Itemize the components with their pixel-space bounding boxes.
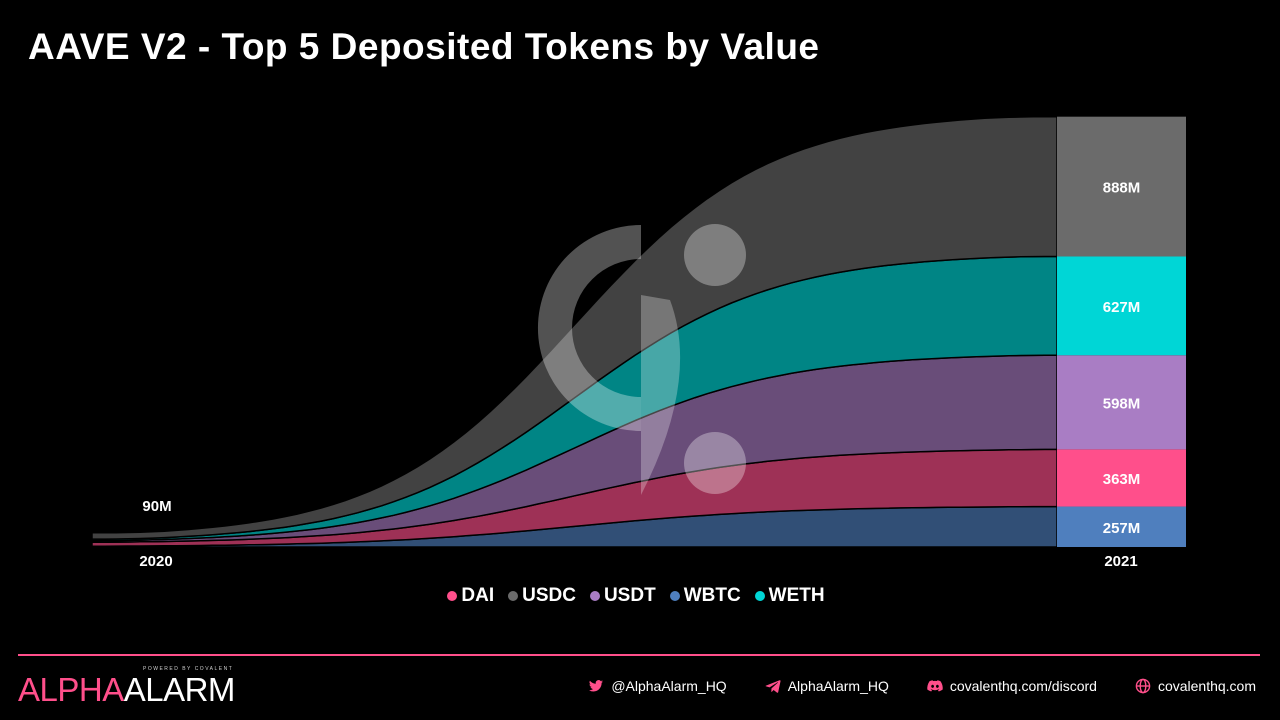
end-bar-weth <box>1057 256 1186 356</box>
x-tick-end: 2021 <box>1104 553 1137 570</box>
end-bar-layer <box>1057 116 1186 547</box>
legend-item-dai[interactable]: DAI <box>447 585 494 607</box>
discord-url: covalenthq.com/discord <box>949 678 1097 694</box>
brand-alarm-text: ALARM <box>123 671 236 708</box>
x-tick-start: 2020 <box>139 553 172 570</box>
legend-label-dai: DAI <box>461 585 495 606</box>
end-label-wbtc: 257M <box>1103 520 1141 537</box>
legend-label-wbtc: WBTC <box>683 585 741 606</box>
logo-dot-bottom <box>684 432 746 494</box>
legend-item-weth[interactable]: WETH <box>754 585 825 607</box>
end-bar-dai <box>1057 449 1186 507</box>
twitter-link[interactable]: @AlphaAlarm_HQ <box>588 678 727 694</box>
telegram-handle: AlphaAlarm_HQ <box>787 678 889 694</box>
brand-alpha-text: ALPHA <box>18 671 124 708</box>
footer-divider <box>18 654 1260 656</box>
logo-ring <box>537 224 641 431</box>
end-label-dai: 363M <box>1103 471 1141 488</box>
end-bar-usdt <box>1057 355 1186 450</box>
watermark-logo <box>537 224 746 495</box>
twitter-handle: @AlphaAlarm_HQ <box>611 678 727 694</box>
chart-title: AAVE V2 - Top 5 Deposited Tokens by Valu… <box>28 26 820 67</box>
logo-dot-top <box>684 224 746 286</box>
end-label-usdc: 888M <box>1103 180 1141 197</box>
alpha-alarm-logo: ALPHA ALARM POWERED BY COVALENT <box>18 666 235 706</box>
telegram-icon <box>765 680 781 693</box>
website-link[interactable]: covalenthq.com <box>1135 678 1256 694</box>
end-label-weth: 627M <box>1103 299 1141 316</box>
twitter-icon <box>589 680 604 692</box>
footer-links: @AlphaAlarm_HQ AlphaAlarm_HQ covalenthq.… <box>588 678 1256 694</box>
legend-dot-dai <box>447 591 458 601</box>
label-layer: 888M 627M 598M 363M 257M 90M 2020 2021 <box>139 180 1140 570</box>
legend-item-usdc[interactable]: USDC <box>508 585 576 607</box>
legend-dot-usdt <box>589 591 600 601</box>
discord-link[interactable]: covalenthq.com/discord <box>927 678 1097 694</box>
brand-powered-text: POWERED BY COVALENT <box>143 666 234 672</box>
legend-item-wbtc[interactable]: WBTC <box>669 585 741 607</box>
legend-dot-weth <box>754 591 765 601</box>
website-url: covalenthq.com <box>1157 678 1256 694</box>
logo-wedge <box>641 295 681 495</box>
chart-legend: DAI USDC USDT WBTC WETH <box>0 585 1272 607</box>
globe-icon <box>1135 678 1151 694</box>
legend-dot-usdc <box>508 591 519 601</box>
start-total-label: 90M <box>142 498 171 515</box>
legend-dot-wbtc <box>669 591 680 601</box>
legend-item-usdt[interactable]: USDT <box>589 585 656 607</box>
discord-icon <box>927 680 943 692</box>
legend-label-weth: WETH <box>768 585 825 606</box>
end-bar-wbtc <box>1057 506 1186 547</box>
telegram-link[interactable]: AlphaAlarm_HQ <box>765 678 889 694</box>
end-bar-usdc <box>1057 116 1186 257</box>
area-layer <box>91 115 1058 548</box>
legend-label-usdc: USDC <box>522 585 576 606</box>
legend-label-usdt: USDT <box>603 585 656 606</box>
end-label-usdt: 598M <box>1103 395 1141 412</box>
